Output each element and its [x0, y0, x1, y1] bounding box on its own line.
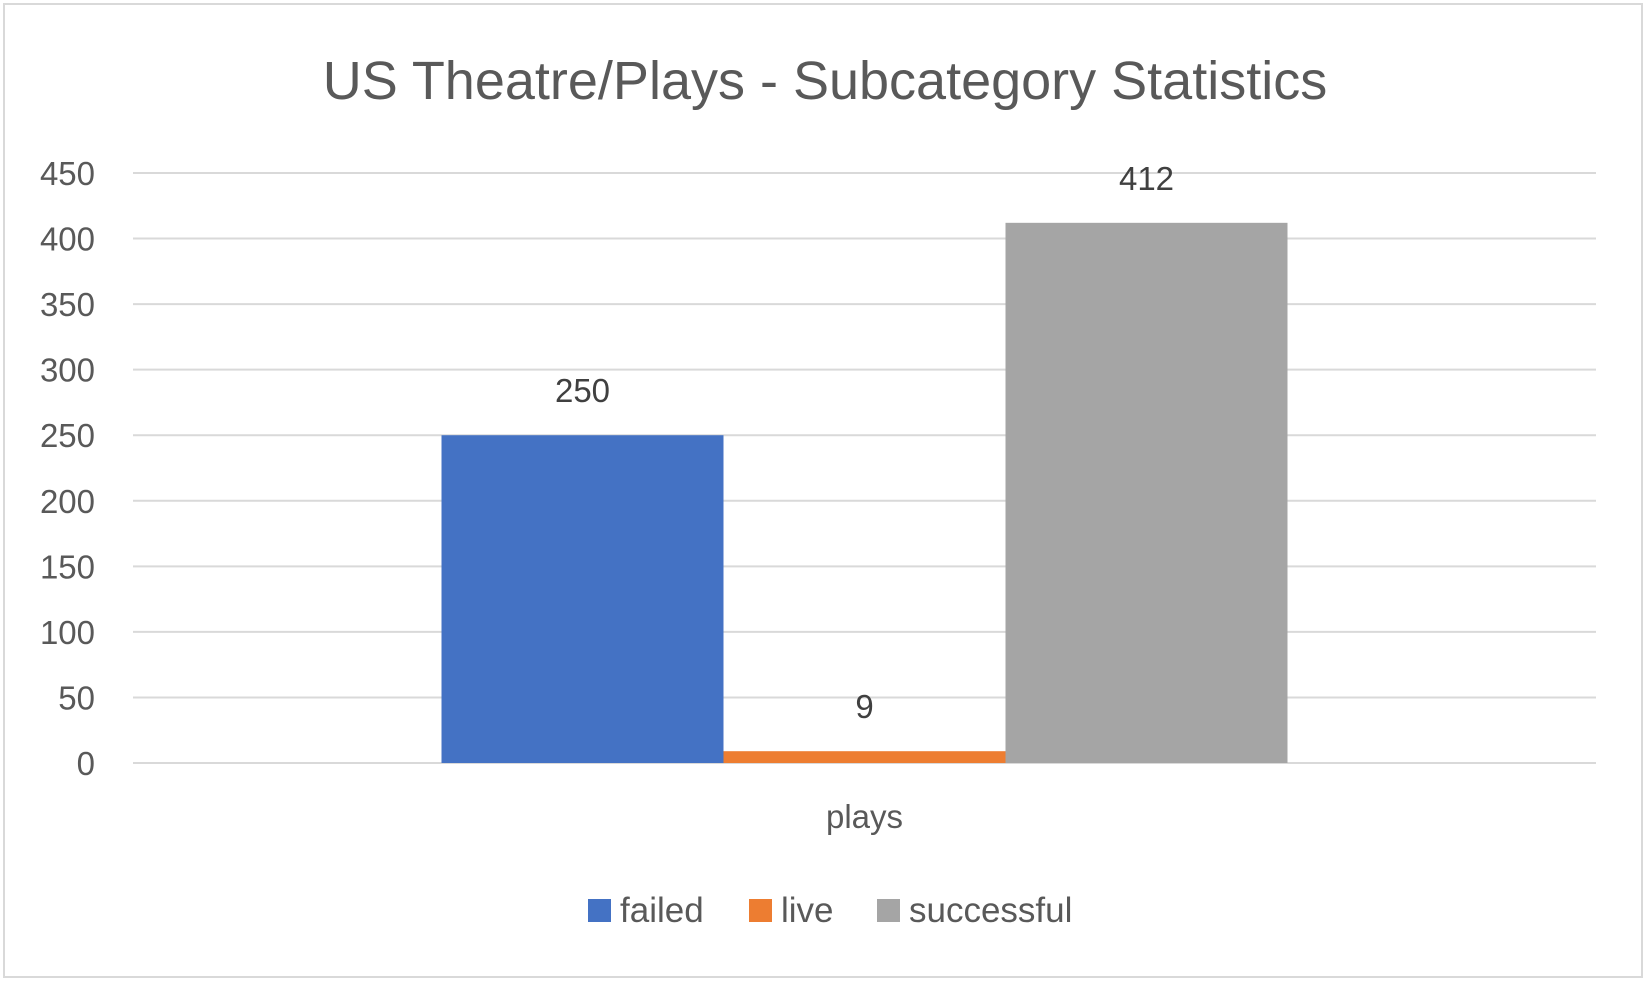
bar-successful [1005, 222, 1288, 764]
legend-label: failed [620, 891, 704, 930]
y-tick-label: 450 [40, 155, 95, 192]
category-labels: plays [826, 798, 903, 835]
data-labels: 250 9 412 [555, 160, 1174, 725]
y-tick-label: 400 [40, 221, 95, 258]
legend-swatch [877, 899, 900, 922]
data-label-failed: 250 [555, 372, 610, 409]
bar-live [723, 751, 1006, 763]
legend-label: successful [909, 891, 1072, 930]
chart-title: US Theatre/Plays - Subcategory Statistic… [323, 51, 1327, 111]
legend-item-successful: successful [877, 891, 1072, 930]
gridlines [133, 172, 1596, 764]
y-axis-tick-labels: 0 50 100 150 200 250 300 350 400 450 [40, 155, 95, 782]
y-tick-label: 350 [40, 286, 95, 323]
y-tick-label: 200 [40, 483, 95, 520]
bars [441, 222, 1288, 764]
data-label-live: 9 [855, 688, 873, 725]
chart-frame [3, 3, 1643, 978]
y-tick-label: 300 [40, 352, 95, 389]
y-tick-label: 0 [77, 745, 95, 782]
category-label: plays [826, 798, 903, 835]
legend-item-failed: failed [588, 891, 704, 930]
legend-label: live [781, 891, 834, 930]
y-tick-label: 100 [40, 614, 95, 651]
y-tick-label: 50 [58, 679, 95, 716]
y-tick-label: 150 [40, 548, 95, 585]
legend: failed live successful [588, 891, 1072, 930]
legend-swatch [588, 899, 611, 922]
bar-failed [441, 435, 724, 763]
legend-item-live: live [749, 891, 834, 930]
y-tick-label: 250 [40, 417, 95, 454]
data-label-successful: 412 [1119, 160, 1174, 197]
legend-swatch [749, 899, 772, 922]
